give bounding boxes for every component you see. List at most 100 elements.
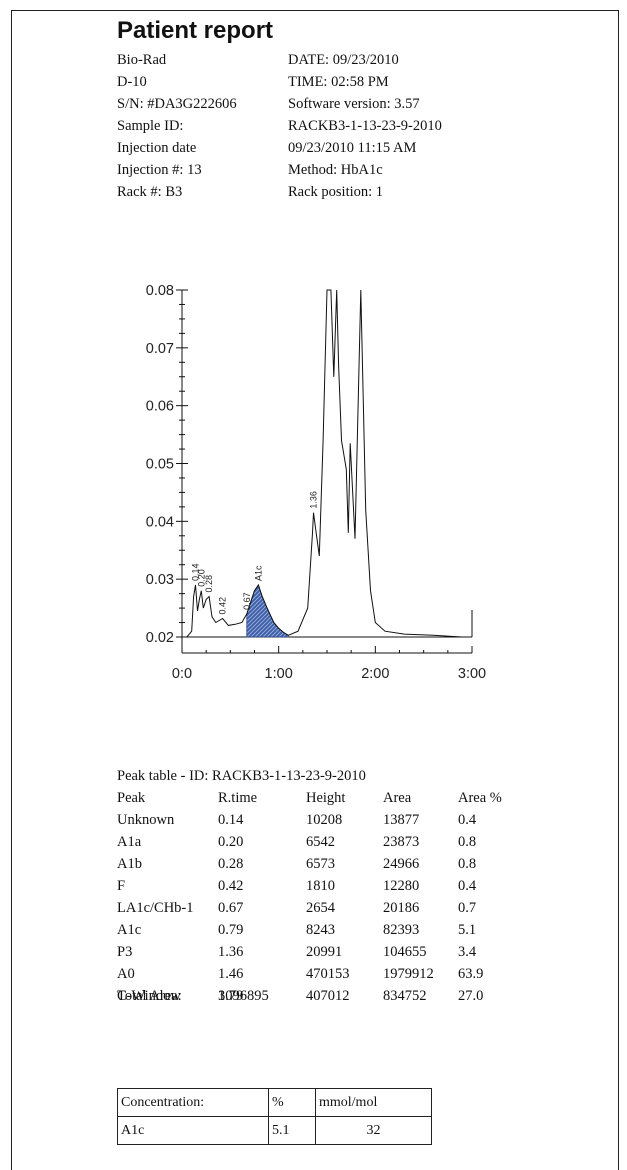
header-left-line: S/N: #DA3G222606 [117, 96, 237, 112]
peak-table-cell: 1810 [306, 878, 335, 894]
peak-table-cell: 0.8 [458, 834, 477, 850]
peak-table-cell: 0.4 [458, 812, 477, 828]
peak-table-cell: 1.79 [218, 988, 244, 1004]
report-title: Patient report [117, 17, 274, 44]
peak-table-cell: A1b [117, 856, 142, 872]
y-tick-label: 0.04 [146, 514, 174, 530]
peak-table-cell: 104655 [383, 944, 427, 960]
peak-table-cell: 407012 [306, 988, 350, 1004]
peak-labels: 0.140.200.28 0.42 0.67 A1c 1.36 [191, 491, 319, 614]
peak-table-header-cell: Height [306, 790, 346, 806]
peak-table-cell: 5.1 [458, 922, 477, 938]
peak-table-cell: 470153 [306, 966, 350, 982]
peak-table-cell: 0.4 [458, 878, 477, 894]
peak-table-cell: C-Window [117, 988, 181, 1004]
peak-table-cell: 6573 [306, 856, 335, 872]
peak-table-cell: 24966 [383, 856, 420, 872]
a1c-peak-shaded-area [246, 584, 289, 638]
header-left-line: Injection date [117, 140, 197, 156]
peak-table-cell: 20186 [383, 900, 420, 916]
header-right-line: Method: HbA1c [288, 162, 383, 178]
peak-table-header-cell: Area [383, 790, 412, 806]
peak-table-header-cell: Area % [458, 790, 502, 806]
concentration-value-row: A1c 5.1 32 [117, 1116, 432, 1145]
peak-table-cell: 12280 [383, 878, 420, 894]
peak-table-cell: A1c [117, 922, 142, 938]
header-right-line: DATE: 09/23/2010 [288, 52, 399, 68]
peak-table-cell: 0.28 [218, 856, 244, 872]
y-tick-label: 0.03 [146, 572, 174, 588]
peak-table-cell: F [117, 878, 126, 894]
peak-table-header-cell: Peak [117, 790, 146, 806]
peak-table-cell: LA1c/CHb-1 [117, 900, 194, 916]
peak-table-cell: 82393 [383, 922, 420, 938]
peak-table-cell: 0.8 [458, 856, 477, 872]
x-tick-label: 0:0 [172, 666, 192, 682]
header-right-line: RACKB3-1-13-23-9-2010 [288, 118, 442, 134]
peak-table-cell: 834752 [383, 988, 427, 1004]
header-right-line: 09/23/2010 11:15 AM [288, 140, 417, 156]
header-right-line: TIME: 02:58 PM [288, 74, 389, 90]
concentration-table: Concentration: % mmol/mol A1c 5.1 32 [117, 1088, 432, 1145]
peak-label: 1.36 [308, 491, 318, 509]
x-tick-label: 1:00 [265, 666, 293, 682]
concentration-header-row: Concentration: % mmol/mol [117, 1088, 432, 1117]
y-tick-label: 0.02 [146, 630, 174, 646]
header-left-line: Injection #: 13 [117, 162, 202, 178]
header-left-line: Bio-Rad [117, 52, 167, 68]
peak-table-cell: A1a [117, 834, 142, 850]
y-tick-label: 0.08 [146, 283, 174, 299]
peak-table-cell: 0.67 [218, 900, 244, 916]
report-page-border [11, 10, 619, 1170]
peak-table-cell: 13877 [383, 812, 420, 828]
peak-table-caption: Peak table - ID: RACKB3-1-13-23-9-2010 [117, 768, 366, 784]
peak-table-cell: 27.0 [458, 988, 484, 1004]
peak-table-cell: 63.9 [458, 966, 484, 982]
peak-table-cell: 1.36 [218, 944, 244, 960]
peak-table-cell: 2654 [306, 900, 335, 916]
y-tick-label: 0.06 [146, 399, 174, 415]
peak-label: A1c [253, 565, 263, 581]
y-tick-label: 0.05 [146, 457, 174, 473]
concentration-mmol: 32 [315, 1116, 432, 1145]
header-left-line: Sample ID: [117, 118, 184, 134]
peak-table-cell: P3 [117, 944, 133, 960]
peak-table-cell: 10208 [306, 812, 343, 828]
peak-table-cell: 0.79 [218, 922, 244, 938]
peak-table-cell: 1.46 [218, 966, 244, 982]
concentration-header-cell: Concentration: [117, 1088, 269, 1117]
total-area-value: 3096895 [218, 988, 269, 1004]
peak-label: 0.67 [242, 592, 252, 610]
peak-table-cell: 8243 [306, 922, 335, 938]
peak-table-header-cell: R.time [218, 790, 258, 806]
concentration-percent: 5.1 [268, 1116, 316, 1145]
concentration-analyte: A1c [117, 1116, 269, 1145]
chromatogram-chart: 0.02 0.03 0.04 0.05 0.06 0.07 0.08 0:0 1:00 2:00 3… [146, 283, 486, 682]
peak-label: 0.42 [218, 597, 228, 615]
peak-table-cell: 0.20 [218, 834, 244, 850]
x-tick-label: 2:00 [361, 666, 389, 682]
peak-table-cell: 0.14 [218, 812, 244, 828]
header-left-line: D-10 [117, 74, 147, 90]
peak-label: 0.20 [196, 569, 206, 587]
peak-label: 0.28 [204, 575, 214, 593]
y-tick-label: 0.07 [146, 341, 174, 357]
peak-table-cell: 1979912 [383, 966, 434, 982]
peak-table-cell: 23873 [383, 834, 420, 850]
peak-table-cell: 20991 [306, 944, 343, 960]
peak-table-cell: 0.7 [458, 900, 477, 916]
chromatogram-trace [182, 289, 463, 638]
header-right-line: Rack position: 1 [288, 184, 384, 200]
concentration-header-cell: % [268, 1088, 316, 1117]
concentration-header-cell: mmol/mol [315, 1088, 432, 1117]
header-right-line: Software version: 3.57 [288, 96, 420, 112]
peak-table-cell: Unknown [117, 812, 175, 828]
chart-ticks: 0.02 0.03 0.04 0.05 0.06 0.07 0.08 0:0 1:00 2:00 3… [146, 283, 486, 682]
total-area-label: Total Area: [117, 988, 182, 1004]
x-tick-label: 3:00 [458, 666, 486, 682]
peak-table-cell: A0 [117, 966, 135, 982]
peak-table-cell: 6542 [306, 834, 335, 850]
peak-label: 0.14 [191, 563, 201, 581]
peak-table-cell: 3.4 [458, 944, 477, 960]
header-left-line: Rack #: B3 [117, 184, 183, 200]
